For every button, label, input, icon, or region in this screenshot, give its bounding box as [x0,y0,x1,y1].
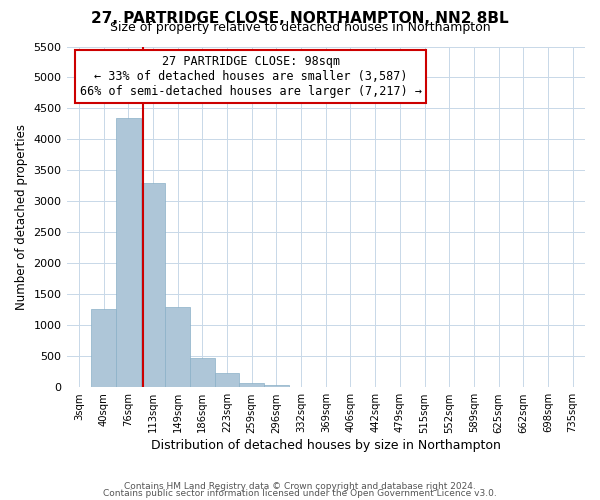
Text: Contains HM Land Registry data © Crown copyright and database right 2024.: Contains HM Land Registry data © Crown c… [124,482,476,491]
Bar [116,118,140,388]
X-axis label: Distribution of detached houses by size in Northampton: Distribution of detached houses by size … [151,440,501,452]
Bar [165,308,190,388]
Bar [239,384,264,388]
Y-axis label: Number of detached properties: Number of detached properties [15,124,28,310]
Bar [264,385,289,388]
Text: Size of property relative to detached houses in Northampton: Size of property relative to detached ho… [110,21,490,34]
Text: Contains public sector information licensed under the Open Government Licence v3: Contains public sector information licen… [103,489,497,498]
Bar [190,358,215,388]
Text: 27 PARTRIDGE CLOSE: 98sqm
← 33% of detached houses are smaller (3,587)
66% of se: 27 PARTRIDGE CLOSE: 98sqm ← 33% of detac… [80,55,422,98]
Bar [140,184,165,388]
Text: 27, PARTRIDGE CLOSE, NORTHAMPTON, NN2 8BL: 27, PARTRIDGE CLOSE, NORTHAMPTON, NN2 8B… [91,11,509,26]
Bar [91,308,116,388]
Bar [215,373,239,388]
